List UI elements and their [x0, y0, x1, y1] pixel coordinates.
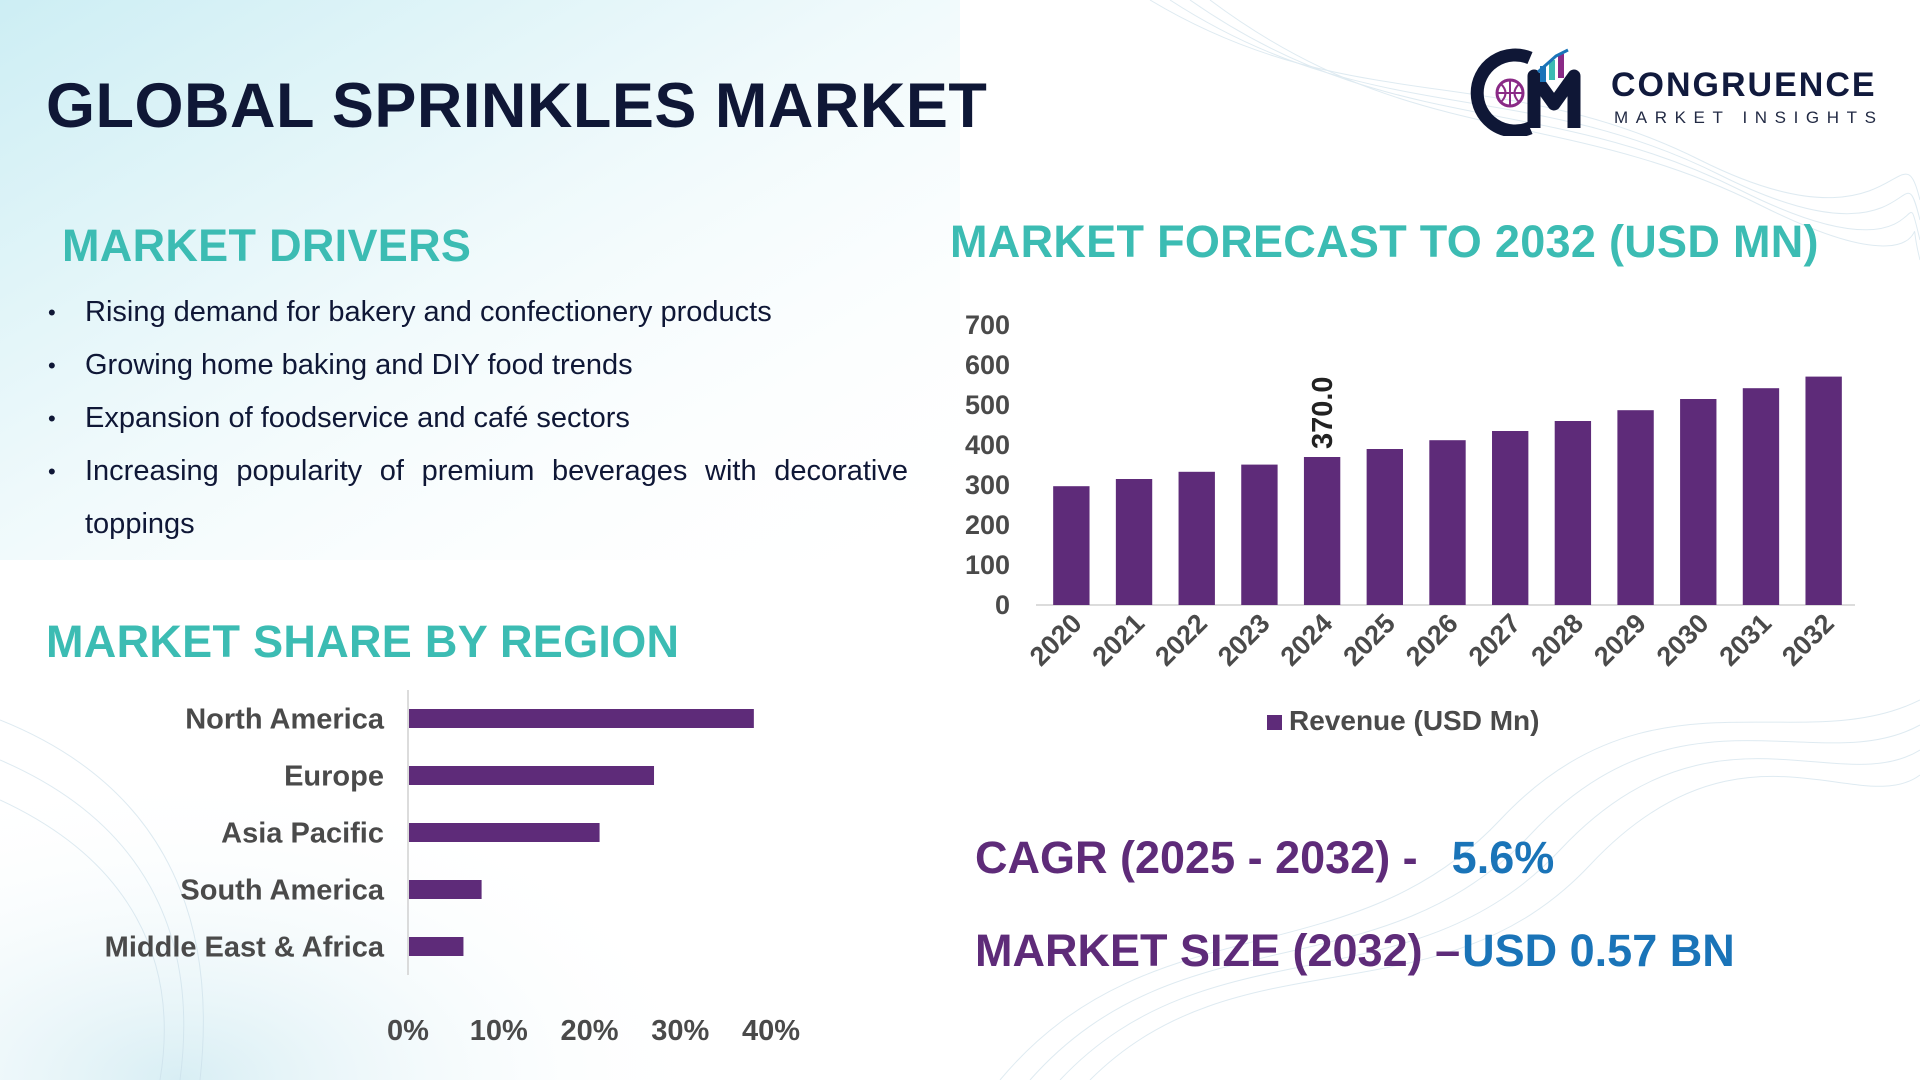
y-tick-label: 300 [965, 470, 1010, 500]
company-logo: CONGRUENCE MARKET INSIGHTS [1468, 46, 1898, 136]
revenue-bar-2026 [1429, 440, 1466, 605]
region-label: Europe [284, 761, 384, 793]
x-tick-label: 10% [470, 1015, 528, 1047]
y-tick-label: 500 [965, 390, 1010, 420]
region-label: North America [185, 704, 385, 736]
bullet-icon: • [48, 406, 56, 431]
driver-item: • Growing home baking and DIY food trends [46, 339, 908, 392]
forecast-heading: MARKET FORECAST TO 2032 (USD MN) [950, 216, 1819, 267]
bullet-icon: • [48, 459, 56, 484]
x-tick-label: 2021 [1087, 608, 1151, 672]
revenue-bar-2028 [1554, 421, 1592, 605]
region-label: South America [180, 875, 384, 907]
region-bar-europe [409, 766, 655, 785]
y-tick-label: 700 [965, 310, 1010, 340]
driver-text: Expansion of foodservice and café sector… [85, 402, 630, 434]
data-label: 370.0 [1307, 376, 1339, 449]
market-drivers-heading: MARKET DRIVERS [62, 220, 472, 271]
x-tick-label: 30% [651, 1015, 709, 1047]
region-label: Middle East & Africa [105, 932, 385, 964]
market-drivers-list: • Rising demand for bakery and confection… [46, 286, 908, 551]
x-tick-label: 2026 [1400, 608, 1464, 672]
x-tick-label: 2032 [1776, 608, 1840, 672]
driver-text: Growing home baking and DIY food trends [85, 349, 633, 381]
cmi-logo-icon [1470, 48, 1581, 136]
y-tick-label: 600 [965, 350, 1010, 380]
driver-item: • Rising demand for bakery and confection… [46, 286, 908, 339]
x-tick-label: 2028 [1525, 608, 1589, 672]
x-tick-label: 40% [742, 1015, 800, 1047]
revenue-bar-2031 [1742, 388, 1780, 605]
region-share-bar-chart: North America Europe Asia Pacific South Ame… [105, 690, 800, 1047]
forecast-bar-chart: 0100200300400500600700202020212022202320… [965, 310, 1855, 736]
x-tick-label: 2025 [1337, 608, 1401, 672]
bullet-icon: • [48, 300, 56, 325]
region-bar-middle-east-africa [409, 937, 464, 956]
legend-label: Revenue (USD Mn) [1289, 705, 1539, 736]
revenue-bar-2024 [1303, 457, 1341, 605]
driver-text: Rising demand for bakery and confectione… [85, 296, 772, 328]
revenue-bar-2022 [1178, 471, 1215, 605]
revenue-bar-2030 [1680, 399, 1717, 605]
region-label: Asia Pacific [221, 818, 384, 850]
x-tick-label: 2024 [1275, 608, 1339, 672]
x-tick-label: 20% [560, 1015, 618, 1047]
revenue-bar-2020 [1053, 486, 1090, 605]
cagr-value: 5.6% [1451, 832, 1555, 883]
market-size-metric: MARKET SIZE (2032) –USD 0.57 BN [975, 925, 1735, 977]
x-tick-label: 2030 [1651, 608, 1715, 672]
y-tick-label: 100 [965, 550, 1010, 580]
revenue-bar-2023 [1241, 464, 1278, 605]
bullet-icon: • [48, 353, 56, 378]
y-tick-label: 0 [995, 590, 1010, 620]
market-size-label: MARKET SIZE (2032) – [975, 925, 1461, 976]
revenue-bar-2027 [1492, 431, 1529, 605]
region-share-heading: MARKET SHARE BY REGION [46, 616, 680, 667]
x-tick-label: 2023 [1212, 608, 1276, 672]
revenue-bar-2029 [1617, 410, 1654, 605]
logo-subtitle: MARKET INSIGHTS [1614, 108, 1884, 127]
cagr-metric: CAGR (2025 - 2032) - 5.6% [975, 832, 1554, 884]
x-tick-label: 0% [387, 1015, 429, 1047]
region-bar-asia-pacific [409, 823, 600, 842]
driver-text: Increasing popularity of premium beverag… [85, 455, 908, 540]
market-size-value: USD 0.57 BN [1462, 925, 1735, 976]
x-tick-label: 2027 [1463, 608, 1527, 672]
x-tick-label: 2029 [1588, 608, 1652, 672]
x-tick-label: 2022 [1149, 608, 1213, 672]
revenue-bar-2025 [1366, 449, 1403, 605]
y-tick-label: 200 [965, 510, 1010, 540]
region-bar-north-america [409, 709, 754, 728]
driver-item: • Increasing popularity of premium bevera… [46, 445, 908, 551]
logo-brand-name: CONGRUENCE [1611, 66, 1877, 104]
page-title: GLOBAL SPRINKLES MARKET [46, 71, 988, 141]
region-bar-south-america [409, 880, 482, 899]
cagr-label: CAGR (2025 - 2032) - [975, 832, 1418, 883]
y-tick-label: 400 [965, 430, 1010, 460]
x-tick-label: 2020 [1024, 608, 1088, 672]
revenue-bar-2032 [1805, 376, 1842, 605]
legend-swatch [1267, 715, 1282, 730]
driver-item: • Expansion of foodservice and café secto… [46, 392, 908, 445]
revenue-bar-2021 [1115, 479, 1153, 605]
x-tick-label: 2031 [1714, 608, 1778, 672]
